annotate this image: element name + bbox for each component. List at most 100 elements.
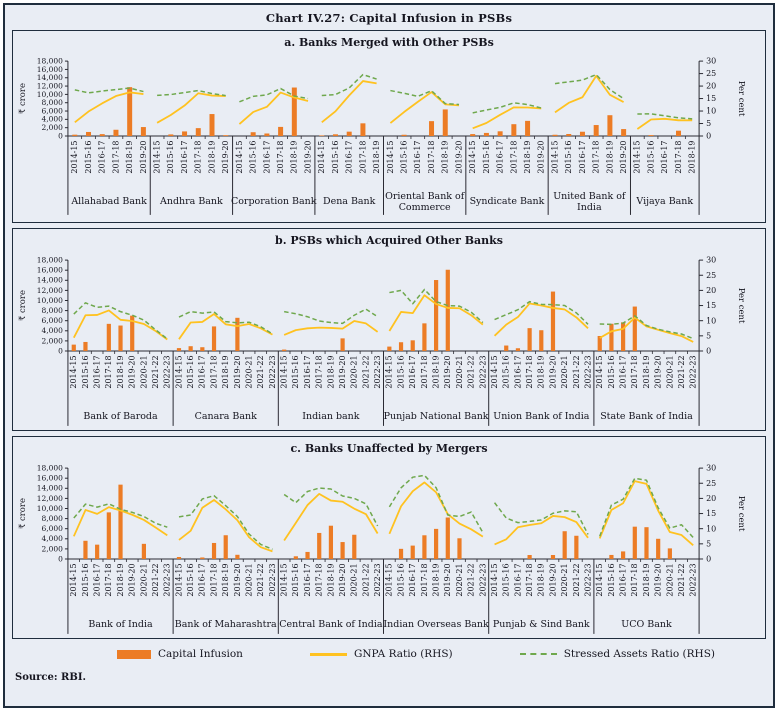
capital-infusion-bar (483, 132, 489, 137)
bank-group: 2014-15 2015-16 2016-17 2017-18 2018-19 2019-… (280, 308, 382, 422)
year-label: 2020-21 (350, 563, 359, 596)
bank-name: Allahabad Bank (70, 196, 147, 207)
capital-infusion-bar (497, 131, 503, 137)
svg-text:0: 0 (706, 555, 711, 564)
year-label: 2022-23 (689, 563, 698, 596)
capital-infusion-bar (429, 121, 435, 137)
panel-c-chart: 02,0004,0006,0008,00010,00012,00014,0001… (17, 464, 747, 634)
year-label: 2016-17 (198, 563, 207, 596)
bank-name: State Bank of India (600, 411, 693, 422)
year-label: 2014-15 (280, 355, 289, 388)
year-label: 2016-17 (93, 355, 102, 388)
capital-infusion-bar (398, 342, 404, 351)
legend-item-stressed: Stressed Assets Ratio (RHS) (519, 648, 715, 660)
year-label: 2014-15 (385, 563, 394, 596)
stressed-line-swatch (519, 653, 557, 655)
stressed-assets-line (493, 502, 589, 535)
year-label: 2020-21 (560, 355, 569, 388)
capital-infusion-bar (410, 340, 415, 351)
bank-group: 2014-15 2015-16 2016-17 2017-18 2018-19 Dena … (317, 73, 381, 207)
year-label: 2017-18 (358, 140, 367, 173)
capital-infusion-bar (106, 323, 111, 351)
capital-infusion-bar (211, 542, 217, 559)
svg-text:16,000: 16,000 (37, 266, 63, 275)
capital-infusion-bar (552, 134, 558, 137)
capital-infusion-bar (632, 526, 637, 559)
capital-infusion-bar (550, 555, 556, 559)
left-axis-title: ₹ crore (17, 498, 27, 529)
year-label: 2019-20 (233, 355, 242, 388)
capital-infusion-bar (398, 548, 404, 559)
year-label: 2014-15 (280, 563, 289, 596)
svg-text:8,000: 8,000 (41, 514, 63, 523)
gnpa-line (598, 480, 694, 546)
bank-group: 2014-15 2015-16 2016-17 2017-18 2018-19 2019-… (595, 477, 698, 630)
year-label: 2018-19 (116, 563, 125, 596)
capital-infusion-bar (264, 133, 270, 137)
capital-infusion-bar (609, 323, 614, 351)
year-label: 2017-18 (525, 355, 534, 388)
capital-infusion-bar (278, 126, 284, 137)
year-label: 2019-20 (221, 140, 230, 173)
year-label: 2022-23 (268, 355, 277, 388)
gnpa-line (156, 92, 226, 124)
capital-infusion-bar (593, 125, 599, 137)
year-label: 2019-20 (548, 563, 557, 596)
year-label: 2016-17 (408, 355, 417, 388)
year-label: 2021-22 (361, 355, 370, 388)
year-label: 2015-16 (502, 563, 511, 596)
right-axis: 0 5 10 15 20 25 30 (699, 57, 716, 141)
left-axis-title: ₹ crore (17, 83, 27, 114)
capital-infusion-bar (566, 134, 572, 137)
bank-name: Syndicate Bank (470, 196, 545, 207)
capital-infusion-bar (250, 132, 256, 137)
bank-name: Canara Bank (195, 411, 258, 422)
year-label: 2015-16 (291, 355, 300, 388)
bank-name: Bank of India (88, 619, 153, 630)
year-label: 2021-22 (151, 355, 160, 388)
panel-b: b. PSBs which Acquired Other Banks 0 2,00… (12, 228, 766, 431)
svg-text:20: 20 (706, 494, 716, 503)
gnpa-line (599, 316, 694, 343)
left-axis: 02,0004,0006,0008,00010,00012,00014,0001… (37, 256, 68, 355)
year-label: 2020-21 (665, 563, 674, 596)
year-label: 2015-16 (607, 563, 616, 596)
capital-infusion-bar (209, 114, 215, 137)
panel-b-chart: 02,0004,0006,0008,00010,00012,00014,0001… (17, 256, 747, 426)
svg-text:16,000: 16,000 (37, 65, 63, 74)
gnpa-line (321, 80, 377, 124)
bank-group: 2014-15 2015-16 2016-17 2017-18 2018-19 2019-… (153, 89, 230, 207)
capital-infusion-bar (176, 556, 182, 559)
capital-infusion-bar (200, 557, 205, 559)
stressed-assets-line (388, 474, 484, 533)
year-label: 2016-17 (180, 140, 189, 173)
year-label: 2015-16 (331, 140, 340, 173)
year-label: 2021-22 (256, 355, 265, 388)
year-label: 2017-18 (315, 563, 324, 596)
year-label: 2017-18 (630, 355, 639, 388)
svg-text:12,000: 12,000 (37, 81, 63, 90)
year-label: 2016-17 (660, 140, 669, 173)
year-label: 2019-20 (338, 355, 347, 388)
capital-infusion-bar (235, 317, 240, 351)
legend-item-capital-infusion: Capital Infusion (117, 648, 243, 660)
gnpa-line (178, 499, 273, 553)
capital-infusion-bar (211, 326, 217, 351)
year-label: 2020-21 (455, 563, 464, 596)
year-label: 2017-18 (630, 563, 639, 596)
year-label: 2017-18 (209, 355, 218, 388)
year-label: 2016-17 (98, 140, 107, 173)
year-label: 2018-19 (642, 563, 651, 596)
svg-text:2,000: 2,000 (41, 123, 63, 132)
year-label: 2018-19 (432, 355, 441, 388)
capital-infusion-bar (346, 131, 352, 137)
year-label: 2022-23 (373, 563, 382, 596)
year-label: 2019-20 (454, 140, 463, 173)
capital-infusion-bar (504, 345, 509, 351)
year-label: 2017-18 (427, 140, 436, 173)
capital-infusion-bar (305, 551, 310, 559)
bank-name: Union Bank of India (493, 411, 590, 422)
capital-infusion-bar (113, 129, 119, 137)
stressed-assets-line (284, 308, 379, 325)
year-label: 2015-16 (399, 140, 408, 173)
